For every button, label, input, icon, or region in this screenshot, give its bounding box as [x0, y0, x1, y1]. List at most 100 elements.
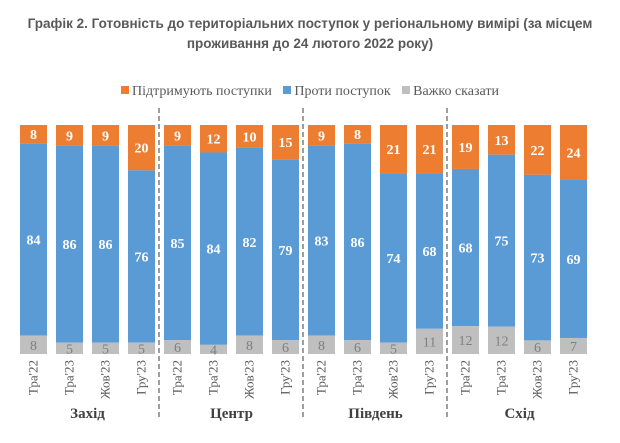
bar-segment-support — [452, 125, 479, 169]
data-label-unsure: 4 — [210, 343, 217, 358]
data-label-unsure: 12 — [495, 334, 509, 349]
data-label-against: 83 — [315, 235, 329, 250]
data-label-against: 76 — [135, 251, 149, 266]
bar-segment-support — [128, 125, 155, 171]
x-tick-label: Тра'23 — [206, 360, 221, 395]
bar-segment-unsure — [308, 335, 335, 354]
data-label-support: 20 — [135, 142, 149, 157]
bar-segment-against — [272, 159, 299, 341]
data-label-against: 85 — [171, 237, 185, 252]
bar-segment-support — [488, 125, 515, 155]
data-label-unsure: 5 — [390, 342, 397, 357]
x-tick-label: Тра'23 — [62, 360, 77, 395]
data-label-against: 75 — [495, 235, 509, 250]
bar-segment-support — [272, 125, 299, 160]
bar-segment-against — [416, 173, 443, 329]
bar-segment-against — [200, 152, 227, 345]
bar-segment-unsure — [272, 340, 299, 354]
group-label: Захід — [70, 406, 105, 422]
legend-item-against: Проти поступок — [283, 84, 391, 100]
data-label-against: 86 — [351, 236, 365, 251]
bar-segment-against — [164, 145, 191, 341]
bar-segment-against — [308, 145, 335, 336]
chart-title: Графік 2. Готовність до територіальних п… — [0, 14, 620, 54]
bar-segment-support — [164, 125, 191, 146]
group-label: Схід — [504, 406, 535, 422]
x-tick-label: Гру'23 — [134, 360, 149, 395]
group-label: Південь — [348, 406, 402, 422]
data-label-unsure: 5 — [66, 342, 73, 357]
data-label-support: 8 — [30, 128, 37, 143]
data-label-unsure: 8 — [30, 339, 37, 354]
bar-segment-support — [56, 125, 83, 146]
data-label-against: 84 — [207, 243, 221, 258]
data-label-unsure: 8 — [318, 339, 325, 354]
legend-swatch-support — [121, 86, 129, 94]
data-label-against: 68 — [459, 242, 473, 257]
data-label-support: 21 — [387, 143, 401, 158]
legend-label-unsure: Важко сказати — [413, 84, 499, 99]
x-tick-label: Жов'23 — [98, 360, 113, 399]
data-label-support: 9 — [174, 129, 181, 144]
bar-segment-unsure — [452, 326, 479, 354]
data-label-support: 13 — [495, 134, 509, 149]
bar-segment-against — [236, 147, 263, 336]
x-tick-label: Жов'23 — [242, 360, 257, 399]
bar-segment-unsure — [56, 342, 83, 354]
bar-segment-against — [488, 154, 515, 327]
bar-segment-unsure — [380, 342, 407, 354]
data-label-support: 24 — [567, 146, 581, 161]
data-label-against: 74 — [387, 252, 401, 267]
data-label-unsure: 6 — [534, 341, 541, 356]
data-label-against: 84 — [27, 234, 41, 249]
chart-legend: Підтримують поступки Проти поступок Важк… — [0, 84, 620, 100]
bar-segment-against — [380, 173, 407, 343]
group-label: Центр — [210, 406, 253, 422]
x-tick-label: Гру'23 — [422, 360, 437, 395]
x-tick-label: Тра'22 — [26, 360, 41, 395]
data-label-support: 9 — [66, 129, 73, 144]
legend-label-against: Проти поступок — [294, 84, 391, 99]
x-tick-label: Гру'23 — [566, 360, 581, 395]
bar-segment-support — [92, 125, 119, 146]
bar-segment-support — [344, 125, 371, 144]
data-label-support: 19 — [459, 141, 473, 156]
bar-segment-against — [128, 170, 155, 343]
data-label-support: 8 — [354, 128, 361, 143]
bar-segment-against — [20, 143, 47, 336]
bar-segment-unsure — [164, 340, 191, 354]
bar-segment-against — [344, 143, 371, 341]
bar-segment-unsure — [128, 342, 155, 354]
legend-label-support: Підтримують поступки — [132, 84, 272, 99]
bar-segment-against — [56, 145, 83, 343]
data-label-against: 82 — [243, 236, 257, 251]
data-label-support: 12 — [207, 133, 221, 148]
bar-segment-against — [524, 174, 551, 341]
data-label-support: 9 — [102, 129, 109, 144]
bar-segment-against — [452, 168, 479, 327]
data-label-support: 21 — [423, 143, 437, 158]
x-tick-label: Гру'23 — [278, 360, 293, 395]
chart-title-line-2: проживання до 24 лютого 2022 року) — [186, 36, 434, 51]
x-tick-label: Тра'23 — [494, 360, 509, 395]
data-label-unsure: 5 — [102, 342, 109, 357]
bar-segment-against — [560, 179, 587, 338]
x-tick-label: Тра'22 — [458, 360, 473, 395]
data-label-unsure: 5 — [138, 342, 145, 357]
x-tick-label: Жов'23 — [386, 360, 401, 399]
bar-segment-unsure — [92, 342, 119, 354]
data-label-against: 86 — [63, 238, 77, 253]
bar-segment-support — [560, 125, 587, 180]
data-label-support: 15 — [279, 136, 293, 151]
data-label-unsure: 12 — [459, 334, 473, 349]
data-label-unsure: 6 — [174, 341, 181, 356]
bar-segment-unsure — [416, 328, 443, 354]
data-label-against: 86 — [99, 238, 113, 253]
data-label-against: 73 — [531, 252, 545, 267]
bar-segment-support — [416, 125, 443, 174]
bar-segment-support — [524, 125, 551, 175]
bar-segment-unsure — [488, 326, 515, 354]
data-label-against: 68 — [423, 245, 437, 260]
bar-segment-unsure — [20, 335, 47, 354]
